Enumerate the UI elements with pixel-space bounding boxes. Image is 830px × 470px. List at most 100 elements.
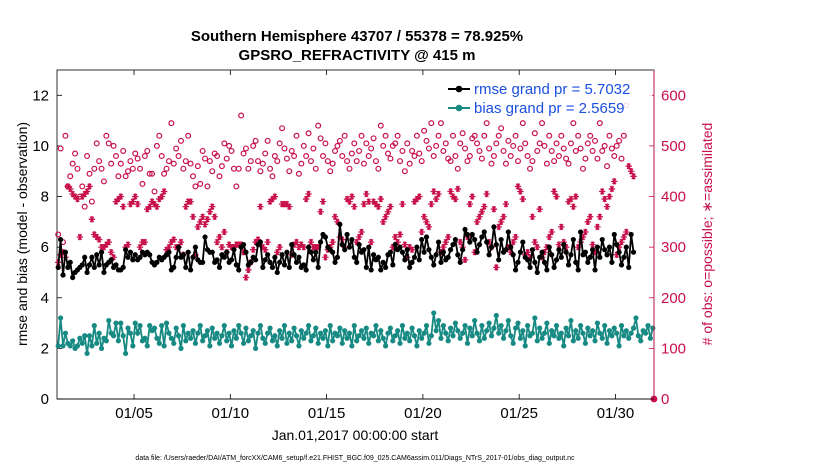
series-point bbox=[479, 234, 485, 240]
series-point bbox=[438, 259, 444, 265]
assimilated-obs-point bbox=[601, 195, 608, 203]
possible-obs-point bbox=[394, 132, 401, 139]
possible-obs-point bbox=[498, 125, 505, 132]
assimilated-obs-point bbox=[264, 238, 271, 246]
possible-obs-point bbox=[555, 153, 562, 160]
series-point bbox=[243, 249, 249, 255]
series-point bbox=[575, 335, 581, 341]
series-point bbox=[137, 254, 143, 260]
series-point bbox=[602, 323, 608, 329]
series-point bbox=[243, 325, 249, 331]
possible-obs-point bbox=[433, 142, 440, 149]
possible-obs-point bbox=[611, 153, 618, 160]
series-point bbox=[553, 323, 560, 329]
series-point bbox=[419, 335, 425, 341]
possible-obs-point bbox=[428, 120, 435, 127]
series-point bbox=[491, 325, 497, 331]
assimilated-obs-point bbox=[64, 183, 72, 190]
series-point bbox=[212, 335, 218, 341]
possible-obs-point bbox=[596, 120, 603, 127]
series-point bbox=[633, 315, 639, 321]
assimilated-obs-point bbox=[615, 243, 623, 251]
assimilated-obs-point bbox=[420, 213, 428, 220]
possible-obs-point bbox=[536, 140, 543, 147]
possible-obs-point bbox=[392, 140, 399, 147]
series-point bbox=[125, 254, 131, 260]
series-point bbox=[132, 252, 138, 258]
possible-obs-point bbox=[553, 140, 560, 147]
y-right-tick-label: 400 bbox=[661, 189, 686, 206]
assimilated-obs-point bbox=[377, 195, 384, 203]
series-point bbox=[476, 242, 483, 248]
assimilated-obs-point bbox=[319, 198, 327, 205]
series-point bbox=[573, 259, 579, 265]
assimilated-obs-point bbox=[428, 200, 435, 208]
series-point bbox=[445, 254, 451, 260]
series-point bbox=[493, 242, 499, 248]
series-point bbox=[226, 330, 232, 336]
legend-rmse-marker bbox=[455, 85, 463, 93]
assimilated-obs-point bbox=[302, 195, 310, 203]
series-point bbox=[416, 328, 422, 334]
series-point bbox=[277, 259, 283, 265]
series-point bbox=[493, 312, 499, 319]
series-point bbox=[144, 343, 150, 349]
series-point bbox=[168, 335, 174, 341]
series-point bbox=[171, 264, 177, 270]
possible-obs-point bbox=[127, 158, 134, 165]
series-point bbox=[183, 338, 189, 344]
possible-obs-point bbox=[291, 153, 298, 160]
possible-obs-point bbox=[279, 125, 286, 132]
series-point bbox=[351, 254, 357, 260]
possible-obs-point bbox=[100, 178, 107, 185]
possible-obs-point bbox=[365, 153, 372, 160]
assimilated-obs-point bbox=[206, 208, 214, 215]
possible-obs-point bbox=[269, 173, 276, 180]
series-point bbox=[327, 323, 333, 329]
series-point bbox=[228, 343, 235, 349]
series-point bbox=[609, 333, 615, 339]
assimilated-obs-point bbox=[351, 203, 358, 210]
assimilated-obs-point bbox=[558, 223, 565, 231]
possible-obs-point bbox=[204, 183, 211, 190]
assimilated-obs-point bbox=[163, 246, 170, 253]
possible-obs-point bbox=[493, 140, 500, 147]
possible-obs-point bbox=[235, 165, 242, 172]
assimilated-obs-point bbox=[209, 203, 216, 210]
possible-obs-point bbox=[618, 155, 625, 162]
possible-obs-point bbox=[168, 120, 175, 127]
series-point bbox=[252, 345, 259, 351]
assimilated-obs-point bbox=[211, 213, 218, 220]
x-tick-label: 01/15 bbox=[308, 405, 346, 422]
possible-obs-point bbox=[192, 183, 199, 190]
series-point bbox=[517, 249, 523, 255]
series-point bbox=[568, 252, 574, 258]
series-point bbox=[517, 335, 523, 341]
possible-obs-point bbox=[156, 132, 163, 139]
assimilated-obs-point bbox=[550, 188, 558, 195]
assimilated-obs-point bbox=[440, 243, 447, 251]
possible-obs-point bbox=[103, 132, 110, 139]
series-point bbox=[305, 323, 312, 329]
series-point bbox=[337, 221, 343, 227]
series-point bbox=[464, 340, 471, 346]
series-point bbox=[216, 264, 223, 270]
series-point bbox=[534, 338, 540, 344]
possible-obs-point bbox=[120, 147, 127, 154]
series-point bbox=[433, 252, 439, 258]
series-point bbox=[623, 244, 629, 250]
possible-obs-point bbox=[449, 132, 456, 139]
assimilated-obs-point bbox=[88, 216, 96, 223]
assimilated-obs-point bbox=[594, 223, 601, 231]
series-point bbox=[91, 264, 97, 270]
assimilated-obs-point bbox=[141, 238, 149, 246]
possible-obs-point bbox=[105, 140, 112, 147]
series-point bbox=[407, 338, 413, 344]
possible-obs-point bbox=[360, 160, 367, 167]
possible-obs-point bbox=[620, 132, 627, 139]
assimilated-obs-point bbox=[435, 190, 442, 198]
series-point bbox=[541, 259, 548, 265]
assimilated-obs-point bbox=[112, 198, 120, 205]
series-point bbox=[274, 343, 280, 349]
series-point bbox=[175, 244, 182, 250]
